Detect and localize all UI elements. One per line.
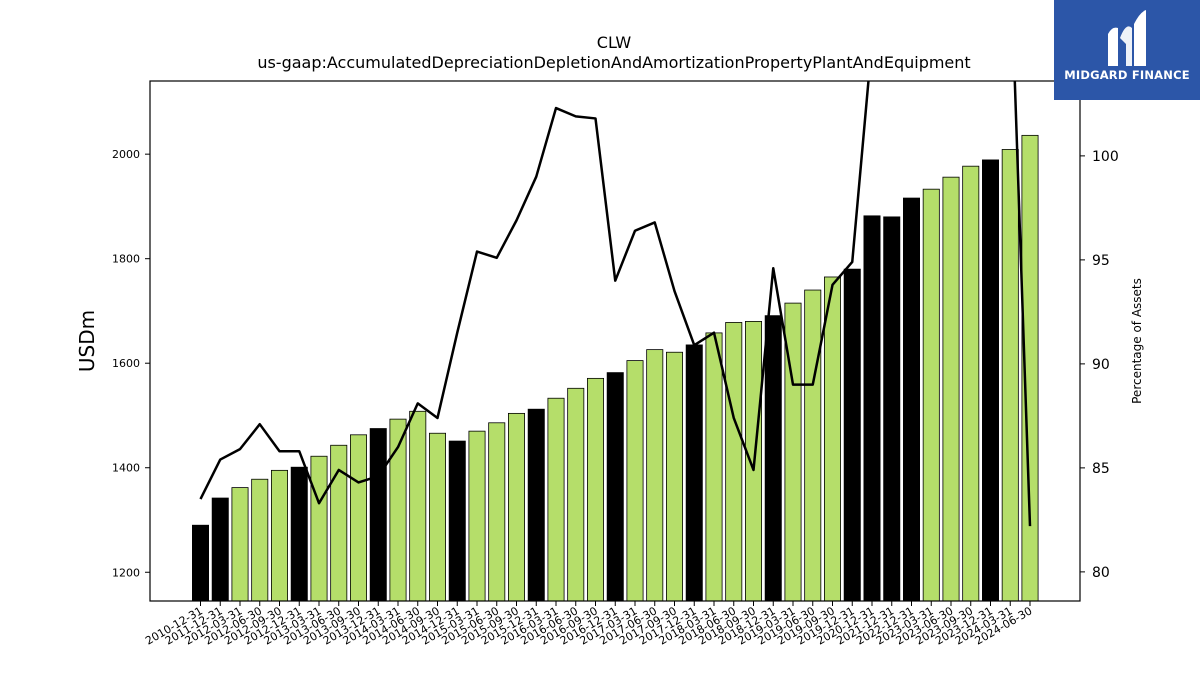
- bar: [369, 428, 387, 602]
- y2-tick-label: 100: [1092, 149, 1119, 165]
- bar: [903, 197, 920, 602]
- y2-tick-label: 90: [1092, 357, 1110, 373]
- bar-series: [192, 134, 1039, 602]
- bar: [982, 159, 999, 602]
- y-tick-label: 2000: [112, 148, 140, 161]
- y2-tick-label: 95: [1092, 253, 1110, 269]
- bar: [666, 351, 683, 602]
- y-axis-left: 1200 1400 1600 1800 2000: [112, 148, 150, 579]
- bar: [705, 332, 723, 602]
- bar: [587, 377, 604, 602]
- bar: [843, 268, 861, 602]
- bar: [804, 289, 822, 602]
- bar: [448, 440, 466, 602]
- bar: [231, 487, 249, 602]
- y-tick-label: 1400: [112, 462, 140, 475]
- y-axis-label: USDm: [75, 310, 99, 372]
- chart-subtitle: us-gaap:AccumulatedDepreciationDepletion…: [257, 53, 970, 72]
- bar: [330, 444, 348, 602]
- bar: [922, 188, 940, 602]
- bar: [646, 349, 664, 602]
- bar: [962, 165, 980, 602]
- bar: [547, 397, 565, 602]
- bar: [211, 497, 229, 602]
- bar: [290, 466, 308, 602]
- bar: [567, 387, 585, 602]
- bar: [685, 344, 703, 602]
- y2-axis-label: Percentage of Assets: [1130, 278, 1144, 404]
- y2-tick-label: 85: [1092, 461, 1110, 477]
- bar: [725, 322, 743, 602]
- logo-text: MIDGARD FINANCE: [1064, 68, 1190, 82]
- bar: [429, 432, 446, 602]
- bar: [310, 455, 328, 602]
- y-tick-label: 1800: [112, 253, 140, 266]
- bar: [271, 469, 288, 602]
- bar: [468, 430, 486, 602]
- bar: [251, 478, 269, 602]
- bar: [488, 422, 506, 602]
- bar: [1001, 149, 1019, 602]
- bar: [527, 408, 545, 602]
- bar: [942, 176, 960, 602]
- bar: [409, 410, 427, 602]
- bar: [764, 315, 782, 602]
- bar: [883, 216, 901, 602]
- bar: [350, 434, 367, 602]
- percentage-line: [199, 81, 1032, 527]
- midgard-logo-icon: [1108, 10, 1146, 67]
- x-axis: 2010-12-312011-12-312012-03-312012-06-30…: [143, 601, 1035, 648]
- chart-title: CLW: [597, 33, 632, 52]
- bar: [508, 412, 525, 602]
- bar: [863, 215, 881, 602]
- y2-tick-label: 80: [1092, 565, 1110, 581]
- bar: [824, 276, 841, 602]
- bar: [606, 372, 624, 602]
- y-tick-label: 1600: [112, 357, 140, 370]
- bar: [192, 524, 209, 602]
- bar: [626, 360, 644, 602]
- line-series: [199, 81, 1032, 527]
- y-axis-right: 80 85 90 95 100: [1080, 149, 1119, 581]
- y-tick-label: 1200: [112, 566, 140, 579]
- midgard-finance-logo: MIDGARD FINANCE: [1054, 0, 1200, 100]
